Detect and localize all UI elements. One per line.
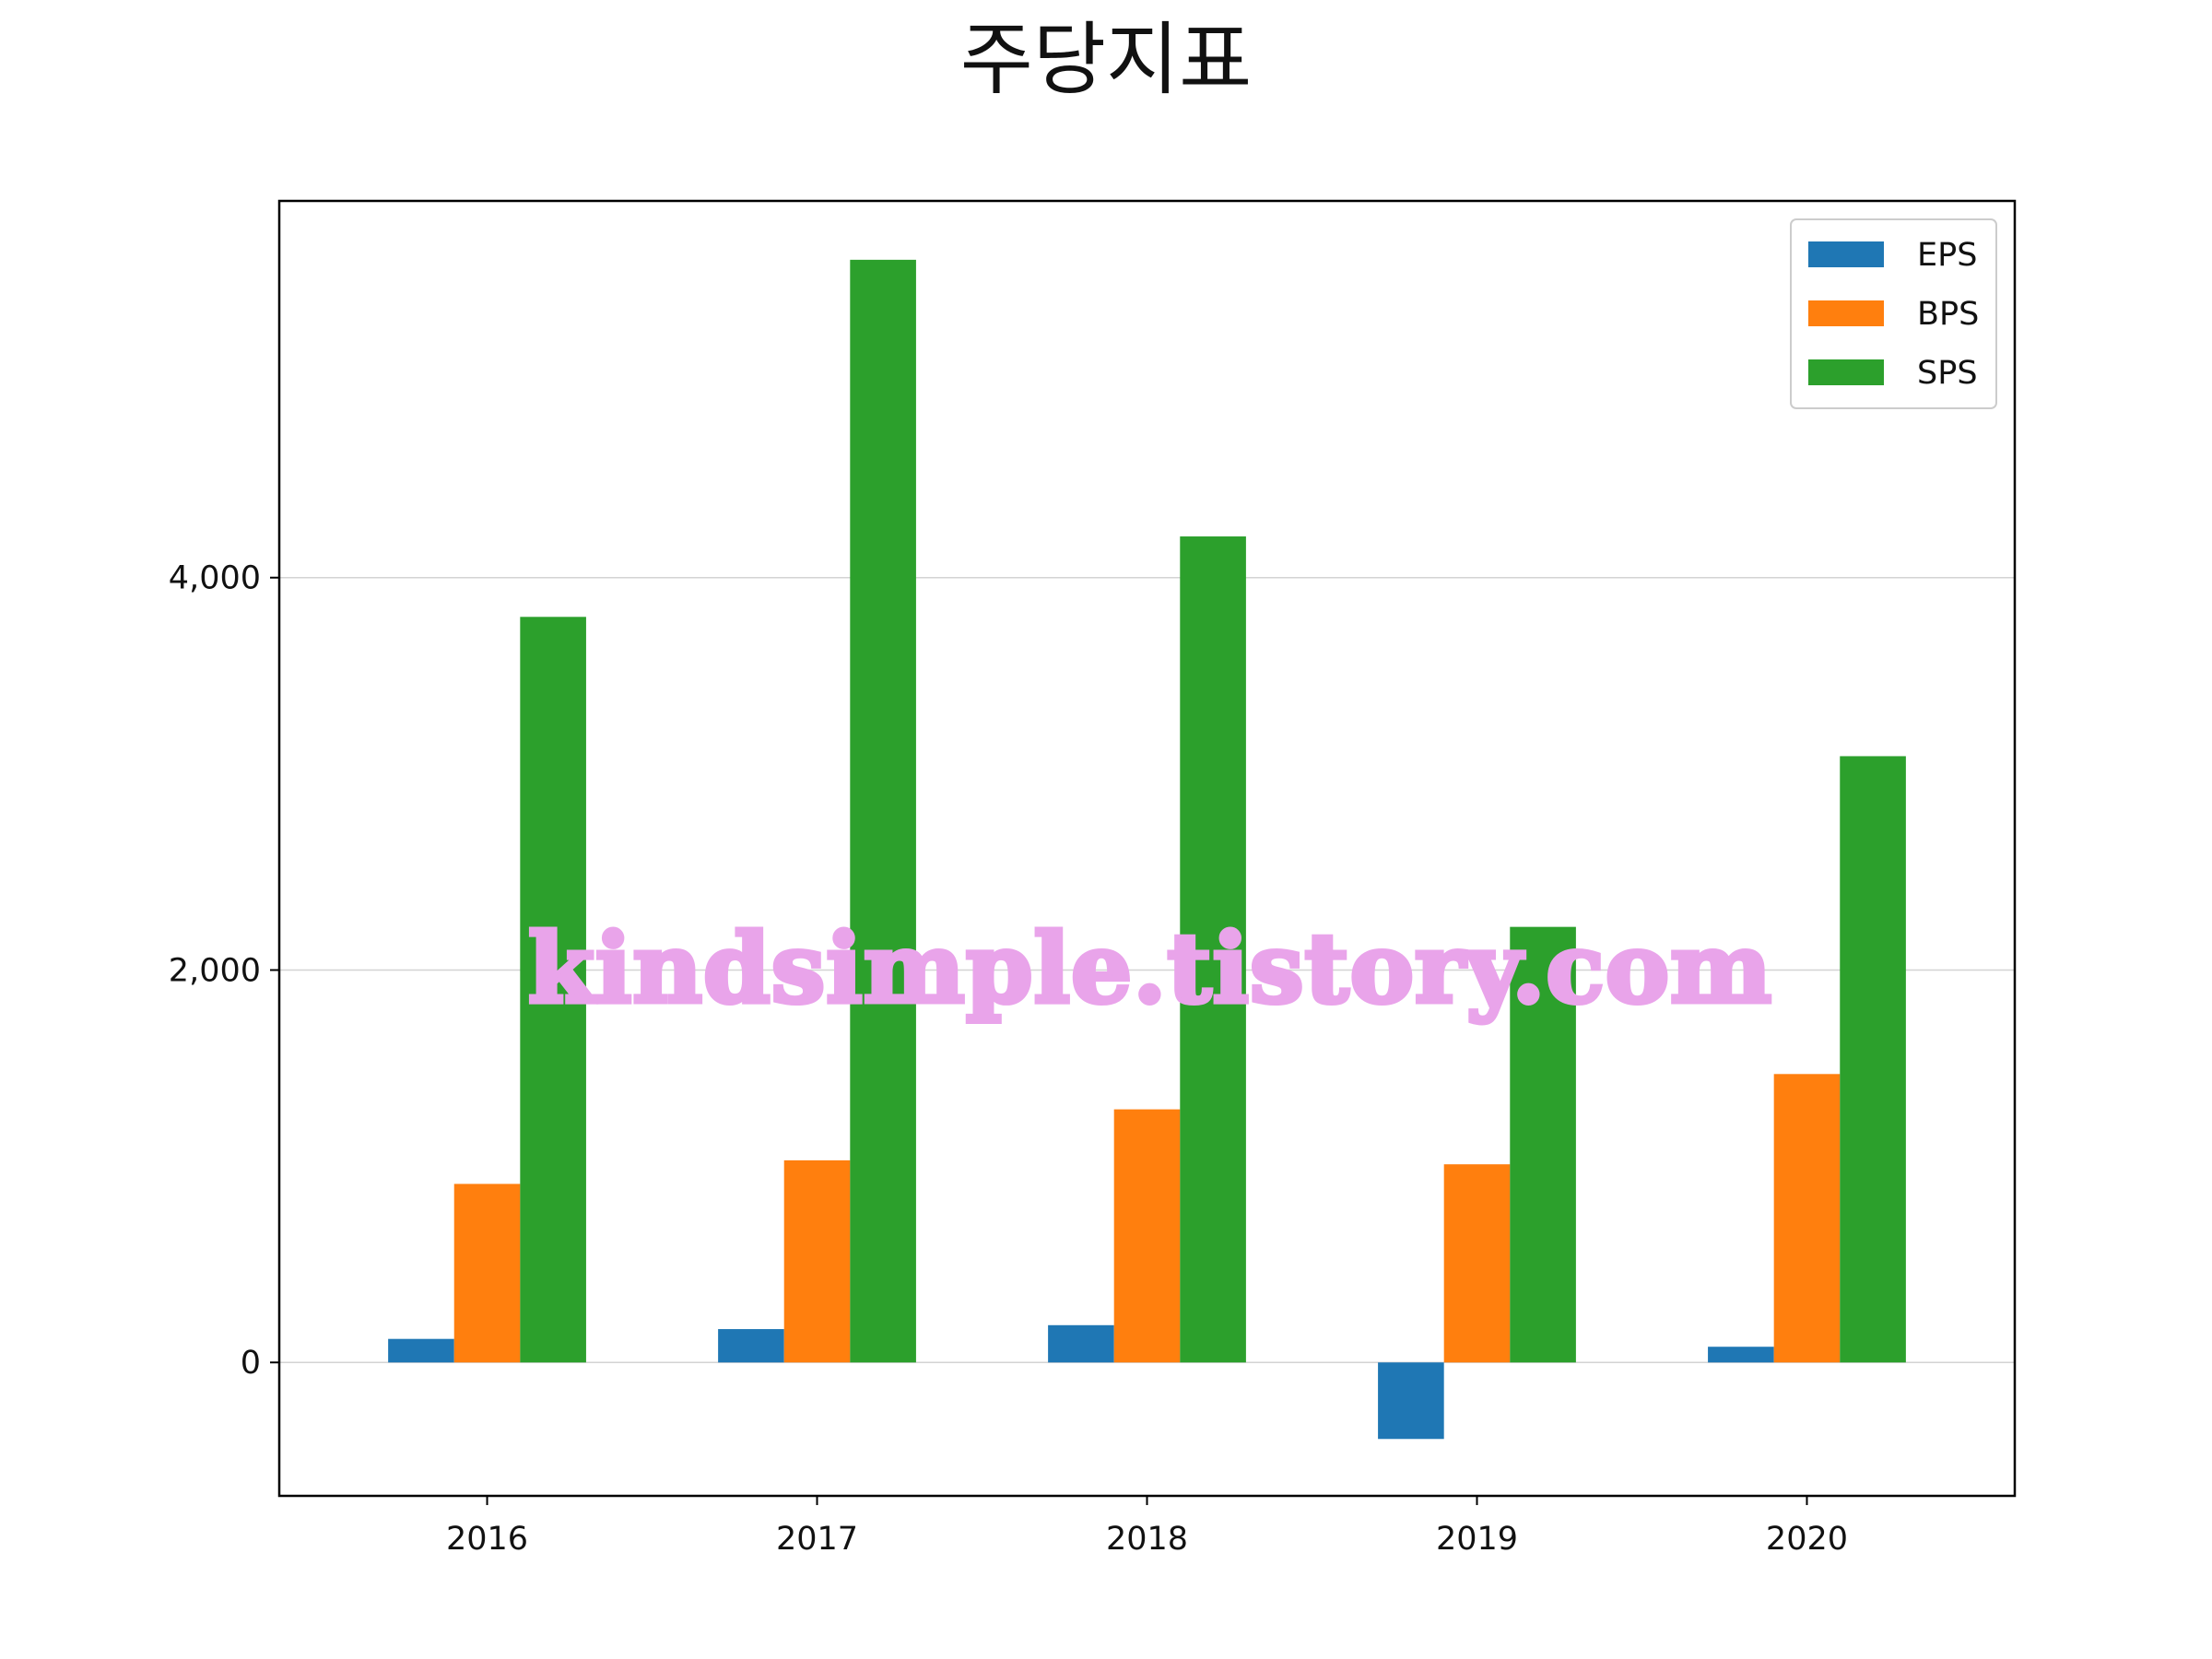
bar-bps-2018 [1113, 1109, 1181, 1363]
legend-label-eps: EPS [1917, 237, 1977, 274]
legend-swatch-eps [1808, 241, 1884, 267]
y-tick-label-1: 2,000 [169, 952, 261, 989]
bar-bps-2017 [783, 1159, 851, 1363]
bar-sps-2017 [850, 259, 916, 1363]
bar-bps-2020 [1773, 1074, 1841, 1363]
bar-bps-2016 [453, 1183, 521, 1363]
x-tick-label-2016: 2016 [446, 1521, 528, 1558]
x-tick-label-2019: 2019 [1436, 1521, 1518, 1558]
watermark-text: kindsimple.tistory.com [528, 912, 1772, 1025]
bars [388, 259, 1906, 1440]
legend-swatch-bps [1808, 300, 1884, 326]
legend-label-bps: BPS [1917, 296, 1979, 333]
bar-eps-2020 [1708, 1347, 1774, 1363]
legend-label-sps: SPS [1917, 355, 1978, 392]
bar-eps-2016 [388, 1338, 454, 1363]
bar-sps-2019 [1510, 926, 1576, 1363]
x-axis: 2016 2017 2018 2019 2020 [446, 1496, 1848, 1558]
chart-title: 주당지표 [960, 14, 1252, 106]
legend: EPS BPS SPS [1790, 218, 1997, 409]
x-tick-label-2017: 2017 [776, 1521, 858, 1558]
x-tick-label-2020: 2020 [1766, 1521, 1848, 1558]
y-tick-label-2: 4,000 [169, 560, 261, 597]
x-tick-label-2018: 2018 [1106, 1521, 1188, 1558]
bar-eps-2018 [1048, 1324, 1114, 1363]
legend-swatch-sps [1808, 359, 1884, 385]
y-axis: 0 2,000 4,000 [169, 560, 279, 1382]
bar-sps-2016 [520, 617, 586, 1363]
bar-eps-2019 [1378, 1362, 1444, 1440]
bar-sps-2020 [1840, 756, 1906, 1363]
bar-bps-2019 [1443, 1164, 1511, 1363]
bar-eps-2017 [718, 1329, 784, 1363]
bar-sps-2018 [1180, 536, 1246, 1363]
y-tick-label-0: 0 [241, 1345, 261, 1382]
